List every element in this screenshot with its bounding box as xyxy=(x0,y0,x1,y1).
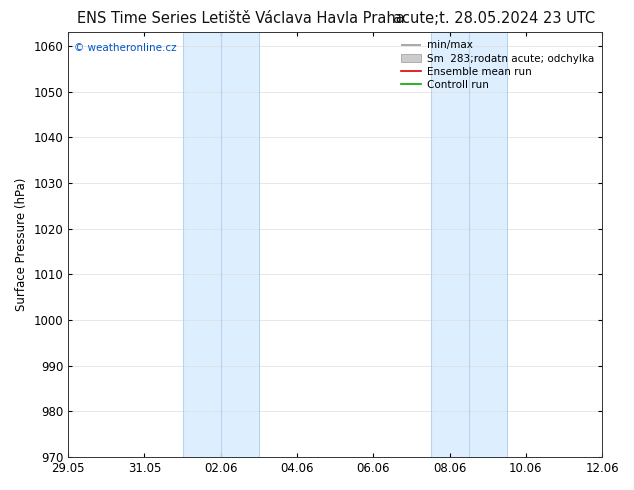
Text: ENS Time Series Letiště Václava Havla Praha: ENS Time Series Letiště Václava Havla Pr… xyxy=(77,11,404,26)
Y-axis label: Surface Pressure (hPa): Surface Pressure (hPa) xyxy=(15,178,28,311)
Legend: min/max, Sm  283;rodatn acute; odchylka, Ensemble mean run, Controll run: min/max, Sm 283;rodatn acute; odchylka, … xyxy=(398,37,597,93)
Bar xyxy=(183,32,259,457)
Text: © weatheronline.cz: © weatheronline.cz xyxy=(74,43,176,53)
Bar xyxy=(430,32,507,457)
Text: acute;t. 28.05.2024 23 UTC: acute;t. 28.05.2024 23 UTC xyxy=(394,11,595,26)
